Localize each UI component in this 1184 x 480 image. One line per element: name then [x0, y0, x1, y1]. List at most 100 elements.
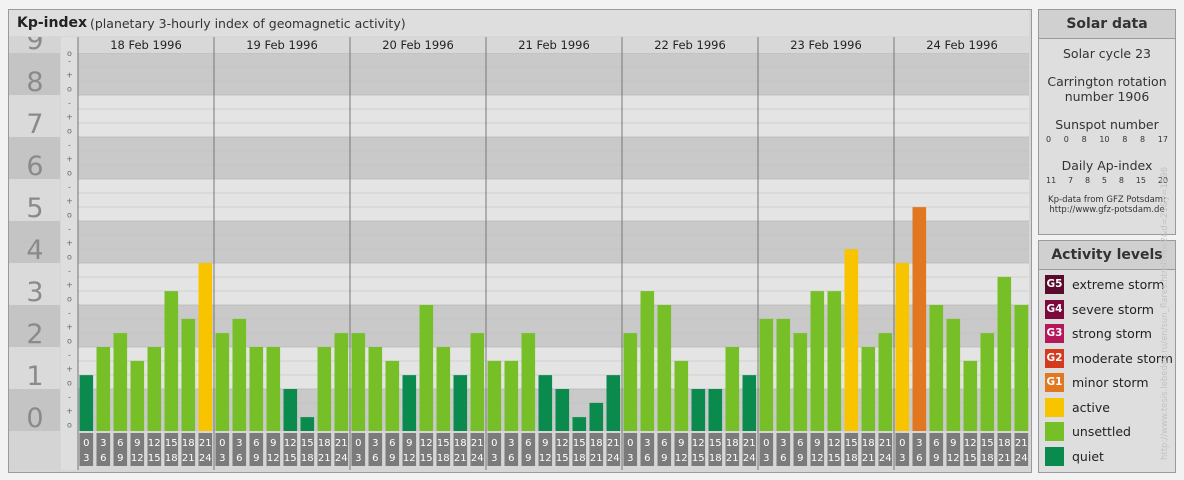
time-interval-box [742, 433, 757, 466]
time-end-label: 9 [117, 453, 123, 464]
time-end-label: 3 [491, 453, 497, 464]
time-start-label: 12 [420, 438, 433, 449]
kp-bar [130, 360, 145, 431]
kp-bar [436, 347, 451, 431]
time-interval-box [725, 433, 740, 466]
plot-band [78, 263, 1029, 305]
day-label: 18 Feb 1996 [110, 38, 182, 52]
time-start-label: 15 [573, 438, 586, 449]
sunspot-values: 0 0 8 10 8 8 17 [1039, 135, 1175, 144]
time-interval-box [504, 433, 519, 466]
ap-index-label: Daily Ap-index [1061, 158, 1153, 173]
time-end-label: 3 [763, 453, 769, 464]
y-axis-band-cell [9, 389, 60, 431]
time-start-label: 18 [726, 438, 739, 449]
time-end-label: 6 [236, 453, 242, 464]
kp-bar [895, 263, 910, 431]
legend-swatch: G3 [1045, 324, 1064, 343]
time-end-label: 18 [301, 453, 314, 464]
time-interval-box [895, 433, 910, 466]
time-end-label: 9 [661, 453, 667, 464]
y-tick-label: 0 [26, 403, 43, 434]
time-end-label: 3 [83, 453, 89, 464]
kp-bar [385, 360, 400, 431]
legend-item: G4 severe storm [1045, 299, 1171, 320]
legend-item: quiet [1045, 446, 1171, 467]
time-start-label: 9 [270, 438, 276, 449]
time-interval-box [487, 433, 502, 466]
time-end-label: 18 [709, 453, 722, 464]
day-label: 22 Feb 1996 [654, 38, 726, 52]
kp-bar [147, 347, 162, 431]
kp-bar [742, 375, 757, 431]
time-end-label: 21 [182, 453, 195, 464]
time-interval-box [249, 433, 264, 466]
sub-tick-label: + [66, 406, 73, 415]
kp-bar [334, 333, 349, 431]
time-end-label: 24 [199, 453, 212, 464]
ap-value: 20 [1157, 176, 1168, 185]
time-interval-box [657, 433, 672, 466]
kp-bar [827, 291, 842, 431]
kp-bar [878, 333, 893, 431]
kp-bar [351, 333, 366, 431]
time-interval-box [402, 433, 417, 466]
time-start-label: 18 [182, 438, 195, 449]
kp-bar [1014, 305, 1029, 431]
time-end-label: 18 [981, 453, 994, 464]
time-start-label: 21 [743, 438, 756, 449]
time-end-label: 24 [1015, 453, 1028, 464]
ap-value: 7 [1068, 176, 1074, 185]
time-end-label: 24 [879, 453, 892, 464]
time-start-label: 15 [845, 438, 858, 449]
kp-bar [776, 318, 791, 431]
time-end-label: 6 [644, 453, 650, 464]
time-interval-box [555, 433, 570, 466]
kp-bar [504, 360, 519, 431]
time-start-label: 6 [253, 438, 259, 449]
kp-bar [963, 360, 978, 431]
sub-tick-label: o [67, 126, 72, 135]
legend-label: unsettled [1072, 424, 1131, 439]
legend-item: G1 minor storm [1045, 373, 1171, 393]
time-end-label: 21 [726, 453, 739, 464]
kp-bar [113, 333, 128, 431]
time-end-label: 12 [539, 453, 552, 464]
time-interval-box [589, 433, 604, 466]
sub-tick-label: - [68, 350, 71, 359]
time-start-label: 9 [950, 438, 956, 449]
time-end-label: 21 [590, 453, 603, 464]
day-label: 21 Feb 1996 [518, 38, 590, 52]
time-start-label: 6 [525, 438, 531, 449]
time-start-label: 3 [644, 438, 650, 449]
time-interval-box [980, 433, 995, 466]
source-line-1: Kp-data from GFZ Potsdam: [1048, 195, 1166, 205]
sub-tick-label: o [67, 294, 72, 303]
time-end-label: 12 [811, 453, 824, 464]
legend-label: strong storm [1072, 326, 1152, 341]
legend-label: severe storm [1072, 301, 1154, 317]
time-interval-box [164, 433, 179, 466]
sub-tick-label: o [67, 336, 72, 345]
kp-bar [810, 291, 825, 431]
source-link[interactable]: http://www.gfz-potsdam.de [1049, 205, 1165, 215]
time-interval-box [997, 433, 1012, 466]
plot-band [78, 53, 1029, 95]
time-interval-box [215, 433, 230, 466]
solar-data-panel: Solar data Solar cycle 23 Carrington rot… [1038, 9, 1176, 235]
plot-band [78, 221, 1029, 263]
sub-tick-label: + [66, 280, 73, 289]
time-start-label: 3 [372, 438, 378, 449]
time-end-label: 12 [947, 453, 960, 464]
chart-subtitle: (planetary 3-hourly index of geomagnetic… [90, 16, 406, 31]
time-start-label: 9 [542, 438, 548, 449]
y-tick-label: 2 [26, 319, 43, 350]
date-header-row [78, 37, 1029, 53]
y-tick-label: 1 [26, 361, 43, 392]
sunspot-value: 0 [1046, 135, 1052, 144]
time-interval-box [861, 433, 876, 466]
sub-tick-label: - [68, 224, 71, 233]
time-interval-box [946, 433, 961, 466]
time-interval-box [419, 433, 434, 466]
time-start-label: 0 [219, 438, 225, 449]
